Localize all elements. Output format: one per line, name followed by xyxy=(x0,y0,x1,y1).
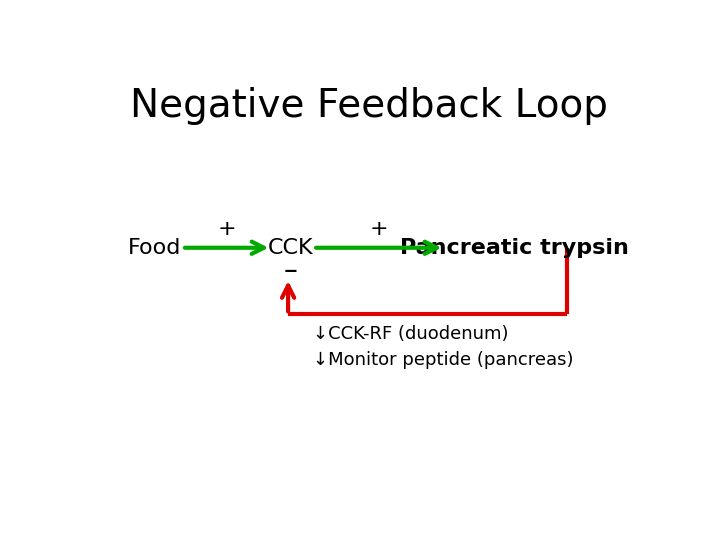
Text: CCK: CCK xyxy=(268,238,314,258)
Text: Negative Feedback Loop: Negative Feedback Loop xyxy=(130,87,608,125)
Text: ↓CCK-RF (duodenum)
↓Monitor peptide (pancreas): ↓CCK-RF (duodenum) ↓Monitor peptide (pan… xyxy=(313,325,574,369)
Text: +: + xyxy=(217,219,236,239)
Text: Food: Food xyxy=(127,238,181,258)
Text: Pancreatic trypsin: Pancreatic trypsin xyxy=(400,238,629,258)
Text: –: – xyxy=(284,256,298,285)
Text: +: + xyxy=(370,219,388,239)
